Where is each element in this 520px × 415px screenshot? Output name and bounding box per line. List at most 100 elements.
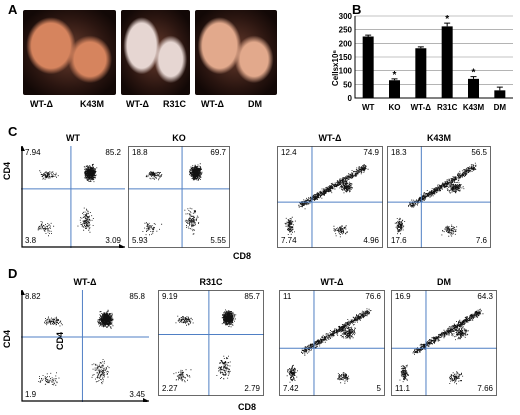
bar-error-5 [496,86,503,91]
quadrant-ul-value: 18.3 [391,148,407,157]
bar-ytick-label: 0 [348,94,353,103]
flow-events [142,163,203,236]
flow-plot-2 [277,146,383,248]
bar-error-3 [444,22,451,27]
panel-label-a: A [8,2,18,17]
flow-plot-frame [387,146,491,248]
panel-d-inner-ylabel: CD4 [55,331,65,350]
quadrant-ll-value: 17.6 [391,236,407,245]
panel-label-c: C [8,124,18,139]
flow-plot-frame [391,290,497,396]
bar-error-2 [417,46,424,49]
flow-events [37,163,98,237]
photo-label: WT-Δ [126,99,149,109]
panel-label-b: B [352,2,362,17]
panel-c-ylabel: CD4 [2,161,12,180]
flow-plot-title: K43M [426,133,451,143]
quadrant-ur-value: 85.2 [105,148,121,157]
flow-plot-frame [277,146,383,248]
quadrant-ul-value: 11 [283,292,292,301]
bar-category-label: WT-Δ [411,103,432,112]
quadrant-ul-value: 9.19 [162,292,178,301]
flow-plot-frame [279,290,385,396]
flow-events [286,308,372,384]
quadrant-ur-value: 64.3 [477,292,493,301]
thymus-photo-dm [195,10,277,95]
flow-plot-axes [21,146,125,248]
quadrant-ll-value: 11.1 [395,384,410,393]
flow-plot-frame [158,290,264,396]
bar-1 [389,80,400,98]
flow-plot-0 [21,146,125,248]
bar-4 [468,78,479,98]
bar-category-label: K43M [463,103,485,112]
quadrant-lr-value: 7.6 [475,236,487,245]
thymus-photo-r31c [121,10,190,95]
quadrant-lr-value: 7.66 [477,384,493,393]
bar-ytick-label: 150 [339,53,353,62]
flow-plot-title: DM [437,277,451,287]
flow-plot-frame [128,146,230,248]
quadrant-ll-value: 3.8 [25,236,37,245]
quadrant-ul-value: 12.4 [281,148,297,157]
panel-label-d: D [8,266,18,281]
quadrant-ll-value: 7.74 [281,236,297,245]
quadrant-ul-value: 8.82 [25,292,41,301]
bar-significance-3: * [445,14,449,25]
flow-plot-title: WT-Δ [73,277,97,287]
flow-plot-title: R31C [199,277,223,287]
quadrant-ur-value: 74.9 [363,148,379,157]
bar-ytick-label: 50 [343,80,352,89]
flow-plot-title: WT [66,133,80,143]
bar-error-0 [365,34,372,37]
flow-plot-title: WT-Δ [318,133,342,143]
panel-c-xlabel: CD8 [233,251,252,261]
quadrant-ul-value: 18.8 [132,148,148,157]
flow-events [284,164,369,238]
flow-plot-1 [158,290,264,396]
quadrant-lr-value: 2.79 [244,384,260,393]
bar-category-label: R31C [437,103,458,112]
bar-error-4 [470,76,477,79]
quadrant-ul-value: 7.94 [25,148,41,157]
quadrant-lr-value: 4.96 [363,236,379,245]
bar-significance-1: * [393,70,397,81]
bar-chart-ylabel: Cellsx10⁶ [331,50,340,86]
bar-error-1 [391,78,398,81]
quadrant-ll-value: 7.42 [283,384,299,393]
bar-ytick-label: 300 [339,12,353,21]
bar-ytick-label: 250 [339,26,353,35]
bar-category-label: DM [494,103,507,112]
flow-plot-3 [387,146,491,248]
flow-plot-title: WT-Δ [320,277,344,287]
bar-category-label: WT [362,103,375,112]
quadrant-ll-value: 1.9 [25,390,37,399]
flow-plot-axes [21,290,149,402]
bar-3 [441,26,453,99]
quadrant-ur-value: 85.7 [244,292,260,301]
quadrant-ll-value: 5.93 [132,236,148,245]
axis-arrowhead [21,146,125,248]
quadrant-ul-value: 16.9 [395,292,411,301]
panel-d-xlabel: CD8 [238,402,257,412]
flow-plot-2 [279,290,385,396]
photo-label: WT-Δ [201,99,224,109]
bar-0 [362,36,374,98]
axis-arrowhead [21,290,149,402]
bar-2 [415,48,427,98]
quadrant-ur-value: 69.7 [210,148,226,157]
quadrant-ll-value: 2.27 [162,384,178,393]
photo-label: K43M [80,99,105,109]
bar-ytick-label: 200 [339,39,353,48]
bar-axis-line [354,16,513,99]
quadrant-ur-value: 56.5 [471,148,487,157]
quadrant-ur-value: 76.6 [365,292,381,301]
bar-category-label: KO [389,103,401,112]
bar-significance-4: * [472,68,476,79]
thymocyte-count-bar-chart: * * * 0 50 100 150 200 250 300 WT KO WT-Δ R31C K43M D… [331,12,513,112]
flow-events [399,308,484,385]
quadrant-lr-value: 3.45 [129,390,145,399]
flow-plot-3 [391,290,497,396]
thymus-photo-k43m [23,10,116,95]
flow-plot-0 [21,290,149,402]
